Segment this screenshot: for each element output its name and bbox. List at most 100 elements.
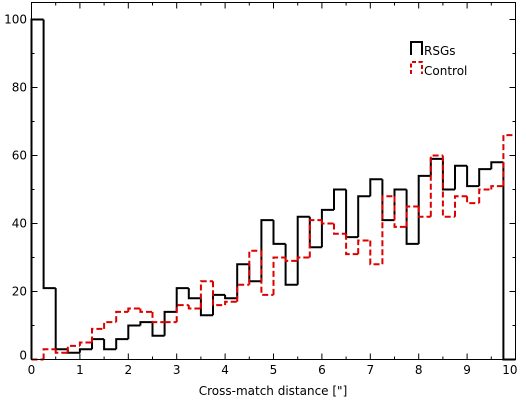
bin-control xyxy=(490,185,504,190)
bin-control xyxy=(454,195,468,217)
bin-rsgs xyxy=(393,188,407,221)
bin-rsgs xyxy=(66,349,80,354)
x-tick-label: 8 xyxy=(415,363,423,377)
bin-control xyxy=(441,155,455,218)
bin-control xyxy=(466,196,480,205)
bin-rsgs xyxy=(236,263,250,299)
bin-control xyxy=(187,305,201,310)
legend-label-rsgs: RSGs xyxy=(424,44,456,58)
bin-control xyxy=(54,349,68,354)
x-tick-label: 9 xyxy=(463,363,471,377)
bin-rsgs xyxy=(357,195,371,238)
bin-control xyxy=(115,310,129,323)
series-rsgs xyxy=(30,18,516,361)
bin-control xyxy=(381,195,395,265)
bin-control xyxy=(308,219,322,258)
y-tick-label: 20 xyxy=(12,285,27,299)
bin-control xyxy=(199,280,213,309)
x-tick-label: 5 xyxy=(270,363,278,377)
x-tick-label: 7 xyxy=(366,363,374,377)
bin-rsgs xyxy=(272,220,286,245)
bin-rsgs xyxy=(454,164,468,190)
x-tick-label: 4 xyxy=(221,363,229,377)
bin-rsgs xyxy=(260,219,274,282)
y-tick-label: 60 xyxy=(12,149,27,163)
legend-label-control: Control xyxy=(424,64,467,78)
bin-rsgs xyxy=(466,165,480,188)
bin-rsgs xyxy=(333,188,347,210)
bin-rsgs xyxy=(199,298,213,317)
bin-control xyxy=(429,154,443,217)
bin-control xyxy=(127,307,141,312)
bin-control xyxy=(357,239,371,255)
bin-rsgs xyxy=(345,189,359,239)
series-control xyxy=(31,134,516,361)
bin-control xyxy=(66,344,80,353)
x-tick-label: 1 xyxy=(76,363,84,377)
bin-control xyxy=(345,233,359,256)
bin-control xyxy=(478,188,492,204)
bin-control xyxy=(151,311,165,324)
x-tick-label: 6 xyxy=(318,363,326,377)
bin-control xyxy=(212,281,226,307)
bin-rsgs xyxy=(296,215,310,285)
legend-item-control: Control xyxy=(410,61,467,78)
bin-rsgs xyxy=(320,208,334,248)
x-tick-label: 0 xyxy=(28,363,36,377)
bin-rsgs xyxy=(502,162,516,361)
bin-rsgs xyxy=(429,157,443,176)
bin-control xyxy=(103,321,117,329)
bin-rsgs xyxy=(151,322,165,337)
bin-control xyxy=(175,304,189,323)
bin-rsgs xyxy=(381,179,395,222)
bin-rsgs xyxy=(42,19,56,290)
bin-rsgs xyxy=(115,338,129,350)
x-axis-label: Cross-match distance ["] xyxy=(199,384,348,398)
y-tick-label: 0 xyxy=(19,349,27,363)
bin-rsgs xyxy=(490,161,504,170)
bin-control xyxy=(502,134,516,187)
bin-rsgs xyxy=(405,189,419,245)
legend: RSGs Control xyxy=(410,41,467,78)
y-tick-label: 40 xyxy=(12,217,27,231)
bin-rsgs xyxy=(103,339,117,351)
bin-control xyxy=(333,223,347,235)
legend-swatch-rsgs xyxy=(410,41,423,55)
x-tick-label: 10 xyxy=(502,363,517,377)
bin-control xyxy=(272,256,286,295)
bin-control xyxy=(393,196,407,228)
bin-rsgs xyxy=(187,288,201,300)
bin-rsgs xyxy=(248,264,262,283)
bin-control xyxy=(42,348,56,360)
bin-rsgs xyxy=(224,294,238,300)
y-tick-label: 100 xyxy=(4,13,27,27)
bin-rsgs xyxy=(478,168,492,187)
bin-control xyxy=(296,256,310,261)
x-tick-label: 2 xyxy=(124,363,132,377)
legend-swatch-control xyxy=(410,61,423,74)
bin-rsgs xyxy=(175,287,189,312)
bin-control xyxy=(260,250,274,296)
bin-control xyxy=(320,220,334,225)
bin-rsgs xyxy=(54,288,68,351)
bin-rsgs xyxy=(163,310,177,336)
bin-control xyxy=(417,206,431,218)
bin-rsgs xyxy=(127,324,141,340)
bin-rsgs xyxy=(91,338,105,350)
bin-control xyxy=(248,249,262,285)
bin-rsgs xyxy=(441,158,455,191)
bin-rsgs xyxy=(417,174,431,244)
bin-control xyxy=(224,300,238,306)
x-tick-label: 3 xyxy=(173,363,181,377)
bin-rsgs xyxy=(139,321,153,326)
y-tick-label: 80 xyxy=(12,81,27,95)
bin-rsgs xyxy=(284,243,298,286)
bin-control xyxy=(284,257,298,262)
bin-rsgs xyxy=(308,216,322,249)
legend-item-rsgs: RSGs xyxy=(410,41,456,58)
bin-rsgs xyxy=(369,178,383,197)
bin-control xyxy=(369,240,383,266)
bin-control xyxy=(236,283,250,302)
